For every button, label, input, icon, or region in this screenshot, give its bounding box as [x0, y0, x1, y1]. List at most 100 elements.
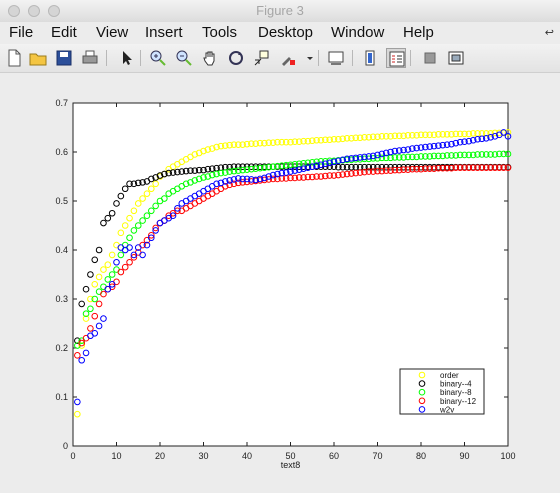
print-figure-button[interactable] — [80, 48, 100, 68]
data-point — [291, 138, 299, 146]
show-plot-tools-button[interactable] — [446, 48, 466, 68]
data-point — [378, 154, 386, 162]
data-point — [126, 180, 133, 188]
data-point — [108, 271, 116, 278]
figure-toolbar — [0, 44, 560, 73]
data-point — [221, 169, 229, 176]
data-point — [487, 134, 494, 141]
data-point — [195, 175, 203, 183]
data-point — [95, 246, 103, 254]
data-point — [82, 310, 90, 317]
x-tick-label: 0 — [70, 451, 75, 461]
menu-edit[interactable]: Edit — [51, 24, 77, 41]
data-point — [413, 144, 420, 152]
data-point — [152, 227, 159, 234]
data-point — [256, 139, 264, 147]
data-point — [313, 173, 320, 180]
series-order — [74, 129, 512, 418]
edit-plot-button[interactable] — [116, 48, 136, 68]
zoom-out-button[interactable] — [174, 48, 194, 68]
menu-window[interactable]: Window — [331, 24, 385, 41]
brush-button[interactable] — [278, 48, 298, 68]
x-tick-label: 10 — [111, 451, 121, 461]
data-point — [335, 157, 342, 165]
y-tick-label: 0.2 — [55, 343, 68, 353]
data-point — [282, 169, 290, 176]
data-point — [169, 169, 177, 176]
legend-box — [399, 368, 485, 415]
data-point — [426, 143, 434, 150]
data-point — [500, 129, 507, 136]
menu-tools[interactable]: Tools — [202, 24, 238, 41]
data-point — [361, 153, 368, 161]
link-plot-button[interactable] — [326, 48, 346, 68]
data-point — [235, 175, 242, 182]
data-point — [300, 163, 307, 170]
data-point — [265, 176, 273, 183]
data-point — [95, 322, 103, 330]
new-figure-button[interactable] — [4, 48, 24, 68]
data-point — [330, 158, 338, 166]
colorbar-button[interactable] — [360, 48, 380, 68]
data-point — [365, 163, 373, 171]
data-point — [126, 258, 133, 266]
data-point — [130, 227, 138, 234]
zoom-window-button[interactable] — [48, 5, 60, 17]
rotate-3d-button[interactable] — [226, 48, 246, 68]
data-point — [426, 153, 434, 160]
data-point — [256, 164, 264, 172]
data-point — [208, 165, 216, 172]
data-point — [130, 207, 138, 215]
data-point — [378, 163, 386, 171]
data-point — [82, 349, 90, 357]
data-point — [465, 137, 473, 145]
data-cursor-button[interactable] — [252, 48, 272, 68]
data-point — [443, 164, 451, 172]
y-tick-label: 0.3 — [55, 294, 68, 304]
hide-plot-tools-button[interactable] — [420, 48, 440, 68]
data-point — [339, 156, 347, 164]
rotate-icon — [229, 51, 243, 65]
zoom-in-icon — [150, 50, 166, 66]
data-point — [435, 164, 442, 172]
menu-desktop[interactable]: Desktop — [258, 24, 314, 41]
menu-insert[interactable]: Insert — [145, 24, 183, 41]
minimize-window-button[interactable] — [28, 5, 40, 17]
data-point — [230, 167, 238, 175]
show-tools-icon — [448, 51, 464, 65]
scatter-plot[interactable]: 0 10 20 30 40 50 60 70 80 90 100 0 0.1 0.2 0.3 0.4 0.5 0.… — [0, 73, 560, 493]
data-point — [74, 410, 81, 418]
data-point — [95, 273, 103, 281]
data-point — [369, 133, 377, 141]
legend-button[interactable] — [386, 48, 406, 68]
menu-view[interactable]: View — [96, 24, 129, 41]
title-bar[interactable]: Figure 3 — [0, 0, 560, 23]
data-point — [248, 176, 255, 183]
data-point — [87, 325, 94, 332]
menu-overflow-arrow-icon[interactable]: ↩ — [544, 27, 554, 39]
data-point — [226, 163, 233, 171]
data-point — [87, 271, 94, 278]
toolbar-separator — [106, 50, 107, 66]
save-figure-button[interactable] — [54, 48, 74, 68]
close-window-button[interactable] — [8, 5, 20, 17]
menu-help[interactable]: Help — [403, 24, 434, 41]
data-point — [443, 141, 451, 148]
data-point — [395, 147, 403, 154]
pan-button[interactable] — [200, 48, 220, 68]
menu-file[interactable]: File — [9, 24, 34, 41]
data-point — [452, 139, 460, 147]
open-file-button[interactable] — [28, 48, 48, 68]
zoom-in-button[interactable] — [148, 48, 168, 68]
data-point — [78, 300, 85, 308]
data-point — [491, 151, 499, 158]
data-point — [395, 132, 403, 140]
data-point — [474, 164, 481, 171]
brush-dropdown[interactable] — [300, 48, 313, 68]
data-point — [221, 183, 229, 190]
y-tick-label: 0.4 — [55, 245, 68, 255]
data-point — [378, 133, 386, 140]
legend-entry: binary--8 — [440, 388, 472, 397]
axis-ticks: 0 10 20 30 40 50 60 70 80 90 100 0 0.1 0.2 0.3 0.4 0.5 0.… — [55, 98, 515, 461]
